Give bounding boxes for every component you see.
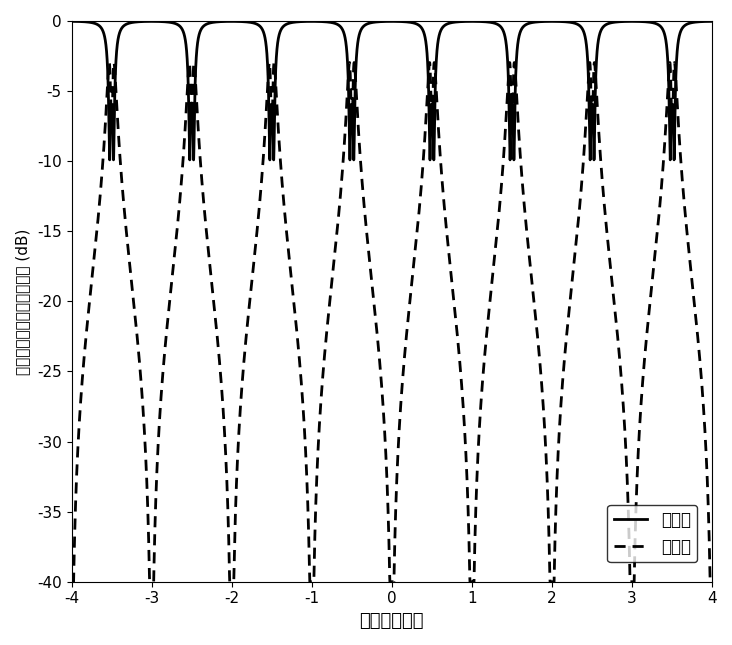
Legend: 前进波, 后退波: 前进波, 后退波 <box>608 504 698 562</box>
Line: 后退波: 后退波 <box>72 63 712 582</box>
前进波 <box>455 18 463 26</box>
后退波 <box>455 350 463 357</box>
后退波 <box>370 304 379 312</box>
前进波 <box>526 19 534 27</box>
后退波 <box>479 373 488 381</box>
后退波 <box>526 263 534 270</box>
前进波 <box>666 134 675 142</box>
Line: 前进波: 前进波 <box>72 21 712 160</box>
后退波 <box>708 578 717 586</box>
前进波 <box>708 17 717 25</box>
后退波 <box>666 75 675 83</box>
前进波 <box>227 17 236 25</box>
前进波 <box>349 156 358 164</box>
X-axis label: 归一化的频率: 归一化的频率 <box>359 612 424 630</box>
前进波 <box>479 18 488 26</box>
后退波 <box>67 578 76 586</box>
Y-axis label: 前进和后退方向的隔离输出 (dB): 前进和后退方向的隔离输出 (dB) <box>15 228 30 375</box>
后退波 <box>227 578 236 586</box>
前进波 <box>370 18 379 26</box>
前进波 <box>67 17 76 25</box>
后退波 <box>269 59 278 66</box>
